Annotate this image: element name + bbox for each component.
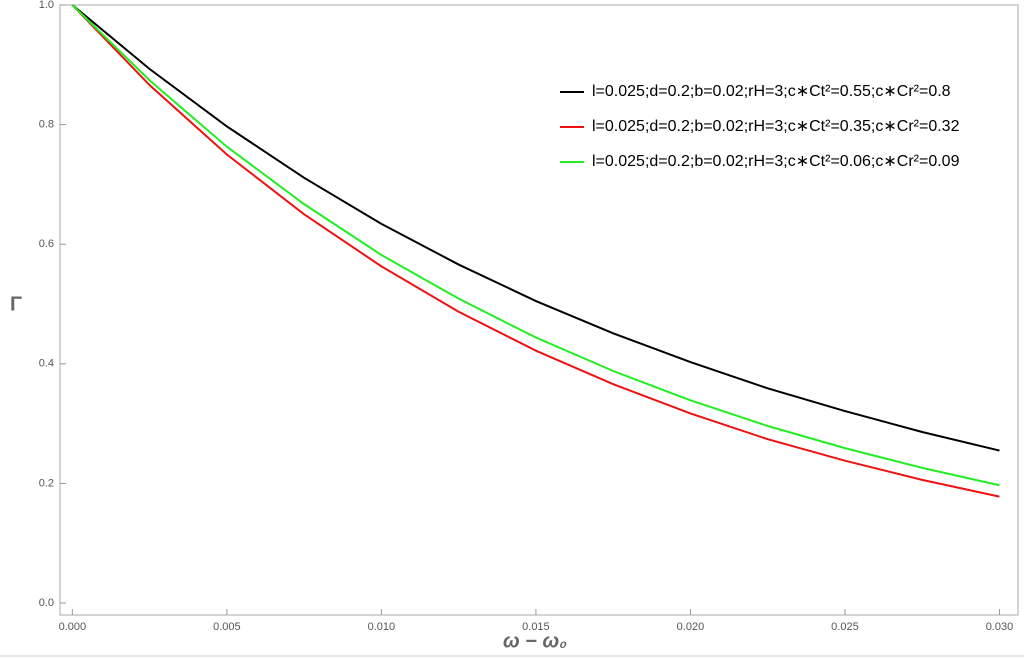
x-tick-label: 0.000 [59,621,87,633]
legend-label: l=0.025;d=0.2;b=0.02;rH=3;c∗Ct²=0.06;c∗C… [592,153,960,170]
y-tick-label: 1.0 [39,0,54,11]
y-tick-label: 0.2 [39,477,54,489]
y-tick-label: 0.4 [39,358,54,370]
y-tick-label: 0.0 [39,597,54,609]
series-line [71,4,1000,498]
y-tick-label: 0.6 [39,238,54,250]
plot-frame [59,4,1019,616]
legend-label: l=0.025;d=0.2;b=0.02;rH=3;c∗Ct²=0.55;c∗C… [592,83,951,100]
legend-label: l=0.025;d=0.2;b=0.02;rH=3;c∗Ct²=0.35;c∗C… [592,118,960,135]
x-tick-label: 0.015 [522,621,550,633]
x-tick-label: 0.030 [986,621,1014,633]
series-line [71,4,1000,452]
y-tick-label: 0.8 [39,119,54,131]
series-line [71,4,1000,487]
x-tick-label: 0.020 [677,621,705,633]
x-tick-label: 0.005 [213,621,241,633]
x-tick-label: 0.010 [368,621,396,633]
x-axis-label: ω − ω₀ [503,630,567,652]
y-axis-label: Γ [10,293,22,315]
x-tick-label: 0.025 [831,621,859,633]
